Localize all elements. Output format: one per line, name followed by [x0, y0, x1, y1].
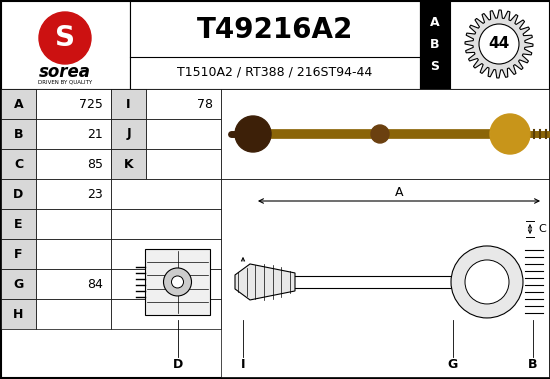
Text: DRIVEN BY QUALITY: DRIVEN BY QUALITY [38, 80, 92, 85]
Bar [36, 299, 111, 329]
Bar [145, 249, 210, 315]
Bar [1, 299, 36, 329]
Circle shape [479, 24, 519, 64]
Bar [36, 89, 111, 119]
Text: 85: 85 [87, 158, 103, 171]
Text: D: D [13, 188, 24, 200]
Circle shape [490, 114, 530, 154]
Text: H: H [13, 307, 24, 321]
Bar [36, 149, 111, 179]
Text: 84: 84 [87, 277, 103, 290]
Circle shape [465, 260, 509, 304]
Polygon shape [235, 264, 295, 300]
Text: A: A [430, 16, 440, 28]
Bar [450, 1, 549, 89]
Text: B: B [528, 359, 538, 371]
Text: T49216A2: T49216A2 [197, 16, 353, 44]
Bar [111, 149, 146, 179]
Text: K: K [124, 158, 133, 171]
Text: 78: 78 [197, 97, 213, 111]
Text: C: C [538, 224, 546, 234]
Text: D: D [172, 359, 183, 371]
Circle shape [163, 268, 191, 296]
Text: S: S [55, 24, 75, 52]
Text: sorea: sorea [39, 63, 91, 81]
Bar [1, 209, 36, 239]
Bar [221, 89, 549, 179]
Text: 21: 21 [87, 127, 103, 141]
Bar [420, 1, 450, 89]
Bar [130, 1, 420, 89]
Bar [111, 119, 146, 149]
Text: 725: 725 [79, 97, 103, 111]
Bar [146, 149, 221, 179]
Bar [111, 269, 221, 299]
Text: E: E [14, 218, 23, 230]
Bar [1, 239, 36, 269]
Bar [146, 89, 221, 119]
Text: A: A [395, 185, 403, 199]
Bar [36, 239, 111, 269]
Bar [36, 119, 111, 149]
Bar [1, 149, 36, 179]
Bar [111, 179, 221, 209]
Text: 44: 44 [488, 36, 510, 52]
Circle shape [172, 276, 184, 288]
Bar [1, 269, 36, 299]
Text: I: I [126, 97, 131, 111]
Text: B: B [14, 127, 23, 141]
Bar [1, 1, 130, 89]
Text: I: I [241, 359, 245, 371]
Text: 23: 23 [87, 188, 103, 200]
Text: A: A [14, 97, 23, 111]
Text: F: F [14, 247, 23, 260]
Circle shape [39, 12, 91, 64]
Text: S: S [431, 60, 439, 72]
Bar [111, 299, 221, 329]
Text: J: J [126, 127, 131, 141]
Circle shape [451, 246, 523, 318]
Bar [36, 209, 111, 239]
Bar [111, 239, 221, 269]
Circle shape [371, 125, 389, 143]
Bar [146, 119, 221, 149]
Bar [1, 119, 36, 149]
Text: C: C [14, 158, 23, 171]
Text: G: G [448, 359, 458, 371]
Text: G: G [13, 277, 24, 290]
Bar [1, 89, 36, 119]
Bar [36, 269, 111, 299]
Text: T1510A2 / RT388 / 216ST94-44: T1510A2 / RT388 / 216ST94-44 [177, 66, 373, 78]
Circle shape [235, 116, 271, 152]
Bar [1, 179, 36, 209]
Bar [111, 209, 221, 239]
Text: B: B [430, 38, 440, 50]
Bar [36, 179, 111, 209]
Bar [221, 179, 549, 377]
Polygon shape [465, 10, 533, 78]
Bar [111, 89, 146, 119]
